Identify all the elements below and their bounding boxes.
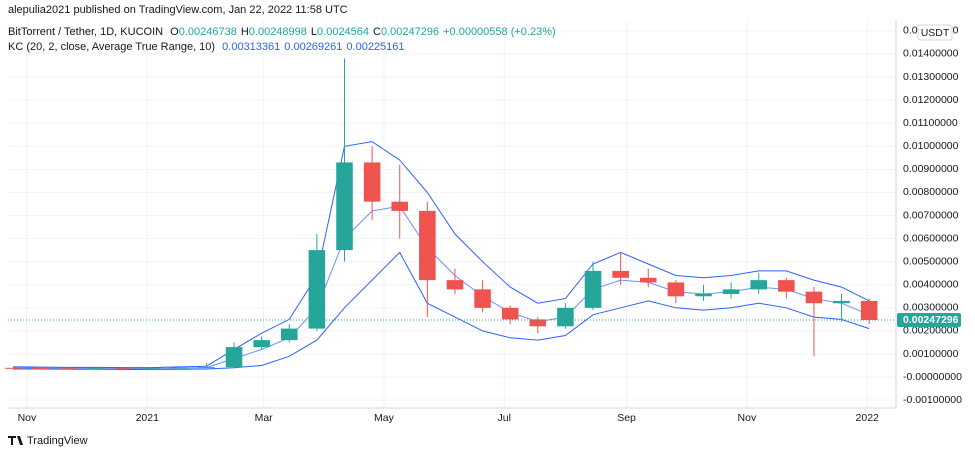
candle-body: [722, 289, 740, 294]
candle-body: [612, 270, 629, 278]
ohlc-label: C: [373, 26, 381, 38]
x-tick-label: Nov: [738, 412, 757, 424]
y-tick-label: 0.00700000: [903, 209, 959, 221]
candle-body: [308, 250, 326, 329]
indicator-legend: KC (20, 2, close, Average True Range, 10…: [8, 41, 405, 53]
y-tick-label: 0.00300000: [903, 302, 959, 314]
candle-body: [750, 280, 768, 290]
y-tick-label: 0.01000000: [903, 140, 959, 152]
x-tick-label: Sep: [617, 412, 636, 424]
ohlc-value: 0.00248998: [249, 26, 307, 38]
x-tick-label: 2021: [136, 412, 160, 424]
candle-body: [667, 282, 685, 297]
ohlc-value: 0.0024564: [317, 26, 369, 38]
symbol-legend: BitTorrent / Tether, 1D, KUCOIN O0.00246…: [8, 26, 556, 38]
change: +0.00000558 (+0.23%): [443, 26, 556, 38]
y-tick-label: -0.00100000: [903, 394, 962, 406]
candle-body: [115, 368, 132, 370]
y-tick-label: 0.00500000: [903, 255, 959, 267]
grid: [8, 20, 896, 408]
candle-body: [584, 270, 602, 308]
currency-box: [917, 24, 953, 41]
candle-body: [225, 347, 243, 368]
last-price-label: 0.00247296: [903, 314, 959, 326]
y-tick-label: 0.01400000: [903, 48, 959, 60]
y-tick-label: 0.01200000: [903, 94, 959, 106]
candle-body: [557, 307, 574, 327]
y-tick-label: 0.00900000: [903, 163, 959, 175]
candle-body: [695, 293, 712, 297]
candle-body: [280, 328, 298, 341]
header: alepulia2021 published on TradingView.co…: [8, 4, 348, 16]
candle-body: [32, 368, 50, 370]
y-tick-label: 0.01100000: [903, 117, 958, 129]
symbol: BitTorrent / Tether, 1D, KUCOIN: [8, 26, 163, 38]
candle-body: [474, 289, 491, 308]
y-tick-label: 0.01300000: [903, 71, 959, 83]
y-tick-label: 0.00100000: [903, 348, 959, 360]
candle-body: [363, 162, 381, 202]
candle-body: [336, 162, 353, 251]
candle-body: [391, 201, 409, 211]
branding-text: TradingView: [27, 435, 88, 447]
ohlc-label: L: [311, 26, 317, 38]
candle-body: [198, 367, 215, 369]
candle-body: [253, 340, 270, 348]
y-tick-label: 0.00200000: [903, 325, 959, 337]
indicator-value: 0.00225161: [346, 41, 404, 53]
indicator-name: KC (20, 2, close, Average True Range, 10…: [8, 41, 215, 53]
candle-body: [833, 300, 850, 304]
axes: 0.015000000.014000000.013000000.01200000…: [18, 24, 962, 424]
candle-body: [170, 367, 188, 369]
currency: USDT: [921, 27, 950, 39]
ohlc-label: O: [170, 26, 179, 38]
ohlc-value: 0.00247296: [381, 26, 439, 38]
y-tick-label: 0.00600000: [903, 232, 959, 244]
candle-body: [639, 277, 657, 283]
indicator-value: 0.00313361: [222, 41, 280, 53]
last-price-box: [897, 312, 961, 327]
y-tick-label: -0.00000000: [903, 371, 962, 383]
kc-upper: [13, 141, 870, 369]
candle-body: [805, 291, 823, 304]
y-tick-label: 0.00400000: [903, 279, 959, 291]
candle-body: [4, 367, 22, 369]
x-tick-label: 2022: [856, 412, 880, 424]
y-tick-label: 0.00800000: [903, 186, 959, 198]
candle-body: [778, 280, 795, 292]
candle-body: [60, 368, 77, 370]
indicator-value: 0.00269261: [284, 41, 342, 53]
x-tick-label: May: [374, 412, 395, 424]
candle-body: [446, 280, 464, 290]
candle-body: [142, 368, 160, 370]
candle-body: [87, 368, 105, 370]
x-tick-label: Nov: [18, 412, 37, 424]
x-tick-label: Jul: [498, 412, 511, 424]
candle-body: [529, 319, 547, 327]
candle-body: [860, 300, 878, 321]
x-tick-label: Mar: [255, 412, 274, 424]
ohlc-label: H: [241, 26, 249, 38]
ohlc-value: 0.00246738: [179, 26, 237, 38]
branding: TradingView: [8, 435, 88, 447]
candle-body: [419, 210, 436, 281]
candle-body: [501, 307, 519, 320]
logo: [8, 436, 23, 445]
plot: [4, 58, 896, 370]
